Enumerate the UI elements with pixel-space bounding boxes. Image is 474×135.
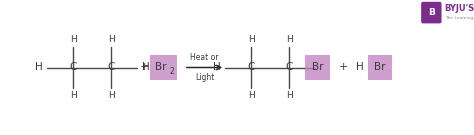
Text: Light: Light [195, 73, 214, 82]
Text: H: H [356, 63, 364, 72]
Text: 2: 2 [169, 67, 174, 76]
Text: H: H [286, 91, 292, 100]
Text: H: H [35, 63, 43, 72]
Text: H: H [213, 63, 220, 72]
FancyBboxPatch shape [150, 55, 177, 80]
Text: H: H [286, 35, 292, 44]
Text: H: H [70, 35, 77, 44]
Text: Heat or: Heat or [190, 53, 219, 62]
Text: H: H [108, 91, 115, 100]
Text: The Learning App: The Learning App [445, 16, 474, 20]
Text: BYJU'S: BYJU'S [445, 4, 474, 13]
FancyBboxPatch shape [305, 55, 330, 80]
FancyBboxPatch shape [421, 2, 441, 23]
Text: C: C [108, 63, 115, 72]
Text: C: C [247, 63, 255, 72]
Text: Br: Br [374, 63, 386, 72]
Text: Br: Br [155, 63, 167, 72]
Text: C: C [70, 63, 77, 72]
Text: +: + [339, 63, 348, 72]
Text: H: H [108, 35, 115, 44]
Text: Br: Br [312, 63, 323, 72]
Text: B: B [428, 8, 435, 17]
Text: H: H [248, 91, 255, 100]
FancyBboxPatch shape [368, 55, 392, 80]
Text: H: H [70, 91, 77, 100]
Text: +: + [140, 63, 149, 72]
Text: C: C [285, 63, 293, 72]
Text: H: H [142, 63, 150, 72]
Text: H: H [248, 35, 255, 44]
